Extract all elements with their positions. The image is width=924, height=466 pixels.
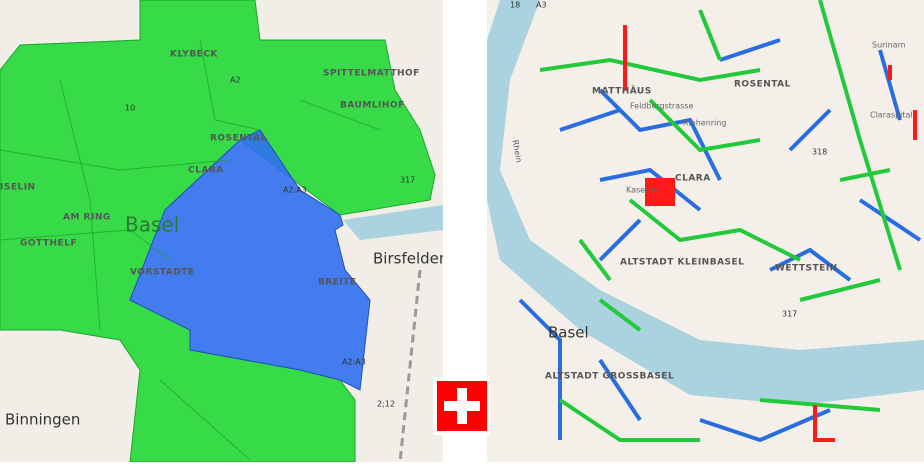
- river-label: Rhein: [511, 139, 524, 163]
- road-label: 10: [125, 104, 135, 113]
- streets: [0, 39, 381, 461]
- place-label: ROSENTAL: [210, 134, 267, 144]
- rail: [398, 269, 422, 463]
- road-label: A2:A3: [283, 186, 307, 195]
- place-label: KLYBECK: [170, 50, 218, 60]
- road-label: 18: [510, 1, 520, 10]
- divider: [443, 0, 487, 377]
- place-label: GOTTHELF: [20, 239, 77, 249]
- place-label: SPITTELMATTHOF: [323, 69, 420, 79]
- road-label: A3: [536, 1, 547, 10]
- river: [487, 0, 924, 405]
- place-label: ALTSTADT KLEINBASEL: [620, 258, 744, 268]
- streets: [518, 0, 922, 443]
- place-label: ALTSTADT GROSSBASEL: [545, 372, 674, 382]
- road-label: A2: [230, 76, 241, 85]
- highlight-block: [645, 178, 675, 206]
- city-label: Basel: [125, 213, 179, 237]
- place-label: BREITE: [318, 278, 357, 288]
- road-label: A2:A3: [342, 358, 366, 367]
- city-label: Birsfelden: [373, 250, 448, 268]
- city-label: Binningen: [5, 411, 80, 429]
- blue-zone: [129, 129, 371, 391]
- place-label: WETTSTEIN: [775, 264, 838, 274]
- place-label: BAUMLIHOF: [340, 101, 405, 111]
- road-label: 318: [812, 148, 827, 157]
- place-label: ROSENTAL: [734, 80, 791, 90]
- street-label: Riehenring: [683, 119, 726, 128]
- road-label: 2;12: [377, 400, 395, 409]
- place-label: VORSTADTE: [130, 268, 195, 278]
- river: [343, 205, 443, 240]
- left-map: KLYBECK SPITTELMATTHOF BAUMLIHOF ROSENTA…: [0, 0, 448, 463]
- place-label: MATTHÄUS: [592, 86, 652, 97]
- street-label: Surinam: [872, 41, 906, 50]
- swiss-flag: [433, 377, 490, 435]
- road-label: 317: [782, 310, 797, 319]
- street-label: Kaserne: [626, 186, 658, 195]
- road-label: 317: [400, 176, 415, 185]
- place-label: ISELIN: [0, 183, 36, 193]
- street-label: Claraspital: [870, 111, 913, 120]
- flag-cross: [444, 401, 480, 411]
- city-label: Basel: [548, 324, 589, 342]
- place-label: CLARA: [188, 166, 224, 176]
- place-label: CLARA: [675, 174, 711, 184]
- right-map: MATTHÄUS 18 A3 ROSENTAL Feldbergstrasse …: [487, 0, 924, 462]
- place-label: AM RING: [63, 213, 111, 223]
- street-label: Feldbergstrasse: [630, 102, 693, 111]
